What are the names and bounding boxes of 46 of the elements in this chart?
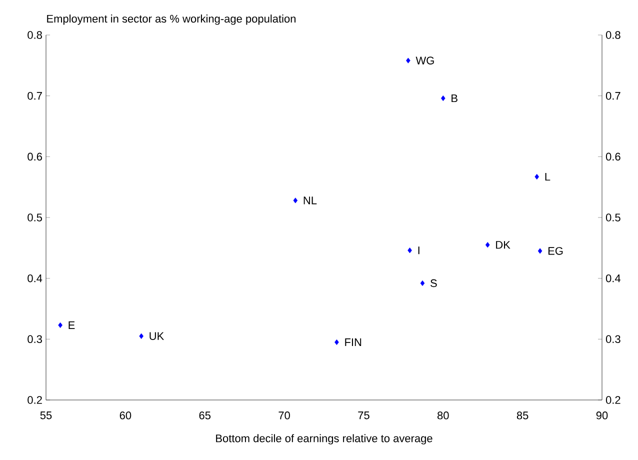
point bbox=[440, 95, 446, 102]
annotation: S bbox=[430, 279, 437, 288]
annotation: NL bbox=[304, 196, 317, 204]
y-tick-label: 0.6 bbox=[606, 152, 620, 161]
y2-tick-label: 0.4 bbox=[28, 274, 42, 282]
x-tick-label: 55 bbox=[40, 412, 52, 420]
y2-tick-label: 0.2 bbox=[28, 396, 42, 404]
annotation: B bbox=[452, 94, 458, 102]
x-tick-label: 65 bbox=[199, 412, 211, 420]
y-tick-label: 0.5 bbox=[606, 214, 620, 222]
annotation: DK bbox=[496, 241, 510, 249]
point bbox=[139, 333, 144, 339]
y2-tick-label: 0.5 bbox=[28, 214, 42, 222]
x-tick-label: 75 bbox=[358, 412, 370, 420]
point bbox=[293, 198, 298, 204]
annotation: UK bbox=[150, 332, 164, 340]
point bbox=[58, 322, 62, 328]
annotation: WG bbox=[416, 56, 434, 64]
y-tick-label: 0.4 bbox=[606, 274, 620, 282]
y-tick-label: 0.7 bbox=[606, 92, 620, 100]
point bbox=[534, 174, 540, 180]
annotation: L bbox=[545, 172, 550, 181]
y-tick-label: 0.8 bbox=[606, 31, 620, 39]
x-tick-label: 85 bbox=[516, 412, 528, 420]
annotation: FIN bbox=[345, 338, 362, 346]
annotation: EG bbox=[548, 247, 563, 255]
y2-tick-label: 0.7 bbox=[28, 92, 42, 100]
x-tick-label: 80 bbox=[437, 412, 449, 420]
y2-tick-label: 0.6 bbox=[28, 152, 42, 161]
x-tick-label: 60 bbox=[120, 412, 132, 420]
x-tick-label: 70 bbox=[278, 412, 290, 420]
annotation: E bbox=[68, 321, 75, 329]
point bbox=[334, 339, 339, 345]
point bbox=[406, 58, 410, 64]
point bbox=[485, 242, 490, 248]
x-axis-title: Bottom decile of earnings relative to average bbox=[216, 434, 432, 444]
y-tick-label: 0.3 bbox=[606, 335, 620, 344]
chart-title: Employment in sector as % working-age population bbox=[47, 14, 296, 25]
point bbox=[538, 248, 542, 254]
point bbox=[408, 248, 412, 254]
y-tick-label: 0.2 bbox=[606, 396, 620, 404]
annotation: I bbox=[418, 246, 420, 254]
y2-tick-label: 0.8 bbox=[28, 31, 42, 39]
x-tick-label: 90 bbox=[596, 412, 608, 420]
y2-tick-label: 0.3 bbox=[28, 335, 42, 344]
point bbox=[420, 280, 425, 286]
